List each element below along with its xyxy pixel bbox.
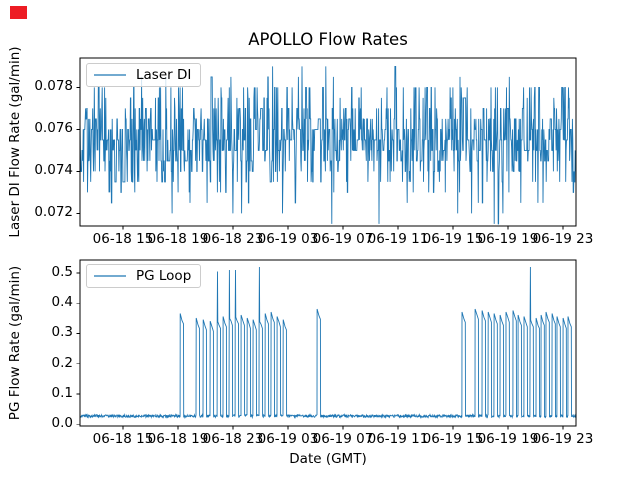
- top-x-tick-label: 06-18 15: [92, 231, 154, 247]
- bottom-y-tick-label: 0.3: [51, 324, 73, 341]
- top-x-tick-label: 06-19 15: [422, 231, 484, 247]
- bottom-y-tick-label: 0.1: [51, 384, 73, 401]
- top-x-tick-label: 06-19 19: [477, 231, 539, 247]
- top-x-tick-label: 06-19 07: [312, 231, 374, 247]
- top-y-tick-label: 0.072: [34, 204, 73, 221]
- top-x-tick-label: 06-18 23: [202, 231, 264, 247]
- bottom-y-tick-label: 0.5: [51, 264, 73, 280]
- legend-pg-loop: PG Loop: [86, 264, 202, 288]
- bottom-x-tick-label: 06-18 23: [202, 431, 264, 447]
- bottom-x-tick-label: 06-19 07: [312, 431, 374, 447]
- legend-line-sample-pg-loop: [94, 275, 126, 277]
- bottom-y-tick-label: 0.4: [51, 294, 73, 311]
- red-marker: [10, 6, 27, 19]
- top-axes-frame: [76, 57, 577, 230]
- bottom-x-tick-label: 06-19 23: [532, 431, 594, 447]
- top-x-tick-label: 06-18 19: [147, 231, 209, 247]
- bottom-y-tick-label: 0.0: [51, 415, 73, 432]
- legend-laser-di: Laser DI: [86, 63, 202, 87]
- bottom-y-tick-label: 0.2: [51, 354, 73, 371]
- top-y-tick-label: 0.078: [34, 78, 73, 95]
- legend-line-sample-laser-di: [94, 74, 126, 76]
- bottom-x-tick-label: 06-18 15: [92, 431, 154, 447]
- bottom-x-tick-label: 06-19 11: [367, 431, 429, 447]
- legend-label-laser-di: Laser DI: [136, 66, 192, 83]
- laser-di-series-line: [80, 65, 576, 225]
- bottom-axes-frame: [76, 259, 577, 430]
- top-y-tick-label: 0.076: [34, 120, 73, 137]
- bottom-x-tick-label: 06-19 19: [477, 431, 539, 447]
- bottom-x-tick-label: 06-19 03: [257, 431, 319, 447]
- pg-loop-series-line: [80, 266, 576, 420]
- top-x-tick-label: 06-19 23: [532, 231, 594, 247]
- top-x-tick-label: 06-19 03: [257, 231, 319, 247]
- top-x-tick-label: 06-19 11: [367, 231, 429, 247]
- chart-title: APOLLO Flow Rates: [248, 30, 408, 49]
- bottom-x-tick-label: 06-19 15: [422, 431, 484, 447]
- top-y-tick-label: 0.074: [34, 162, 73, 179]
- x-axis-label: Date (GMT): [289, 451, 367, 467]
- legend-label-pg-loop: PG Loop: [136, 267, 192, 284]
- bottom-x-tick-label: 06-18 19: [147, 431, 209, 447]
